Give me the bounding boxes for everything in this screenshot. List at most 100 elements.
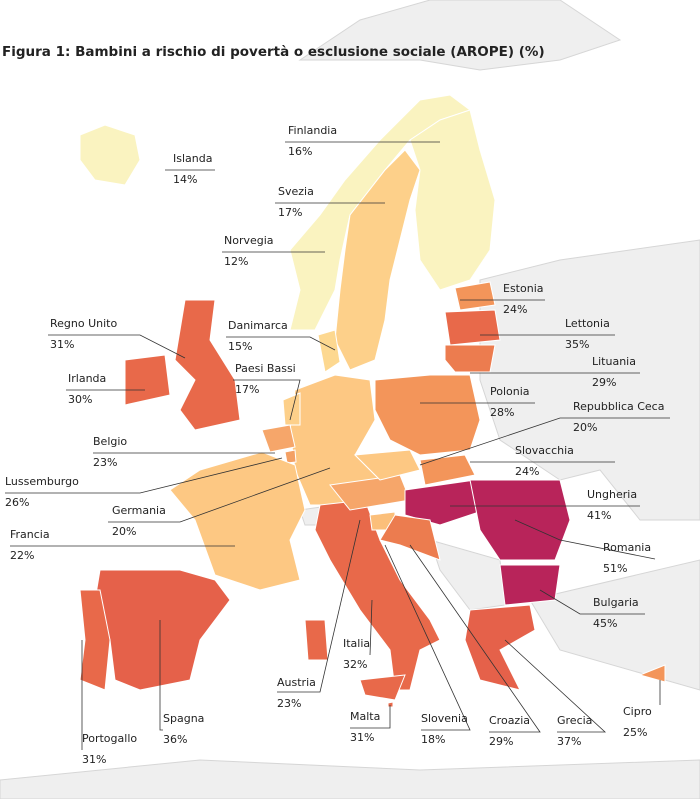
country-value: 32%	[343, 658, 367, 671]
country-name: Romania	[603, 541, 651, 554]
estonia	[454, 281, 496, 311]
country-value: 26%	[5, 496, 29, 509]
country-value: 22%	[10, 549, 34, 562]
leader-line	[108, 467, 331, 523]
sweden	[334, 149, 421, 371]
country-name: Slovenia	[421, 712, 468, 725]
country-name: Germania	[112, 504, 166, 517]
country-name: Grecia	[557, 714, 592, 727]
ireland	[124, 354, 171, 406]
bulgaria	[499, 564, 561, 606]
leader-line	[277, 519, 361, 693]
country-value: 24%	[515, 465, 539, 478]
country-value: 31%	[82, 753, 106, 766]
country-value: 30%	[68, 393, 92, 406]
denmark	[317, 329, 341, 373]
greece	[464, 604, 536, 691]
leader-line	[369, 599, 373, 656]
czechia	[353, 449, 421, 481]
country-value: 20%	[112, 525, 136, 538]
leader-line	[539, 589, 645, 615]
country-name: Irlanda	[68, 372, 106, 385]
uk	[174, 299, 241, 431]
country-value: 18%	[421, 733, 445, 746]
country-value: 23%	[277, 697, 301, 710]
leader-line	[226, 336, 336, 351]
malta	[387, 701, 394, 708]
sicily	[359, 674, 406, 701]
country-name: Lettonia	[565, 317, 610, 330]
country-name: Croazia	[489, 714, 530, 727]
france	[169, 451, 306, 591]
leader-line	[504, 639, 607, 733]
leader-line	[419, 417, 670, 466]
country-name: Malta	[350, 710, 380, 723]
country-value: 12%	[224, 255, 248, 268]
country-value: 23%	[93, 456, 117, 469]
country-name: Danimarca	[228, 319, 288, 332]
leader-line	[384, 544, 471, 731]
country-name: Islanda	[173, 152, 212, 165]
country-value: 24%	[503, 303, 527, 316]
country-name: Estonia	[503, 282, 544, 295]
country-value: 28%	[490, 406, 514, 419]
country-name: Francia	[10, 528, 50, 541]
country-name: Polonia	[490, 385, 530, 398]
lithuania	[444, 344, 496, 373]
country-value: 35%	[565, 338, 589, 351]
country-name: Finlandia	[288, 124, 337, 137]
country-value: 45%	[593, 617, 617, 630]
iceland	[79, 124, 141, 186]
slovakia	[419, 454, 476, 486]
croatia	[379, 514, 441, 561]
finland	[409, 109, 496, 291]
cyprus	[638, 664, 666, 683]
leader-line	[159, 620, 163, 731]
leader-line	[514, 519, 656, 560]
country-name: Norvegia	[224, 234, 274, 247]
map-title: Figura 1: Bambini a rischio di povertà o…	[2, 44, 545, 60]
country-value: 37%	[557, 735, 581, 748]
country-name: Regno Unito	[50, 317, 117, 330]
leader-line	[48, 334, 186, 359]
portugal	[79, 589, 111, 691]
country-value: 16%	[288, 145, 312, 158]
country-value: 25%	[623, 726, 647, 739]
country-value: 15%	[228, 340, 252, 353]
country-name: Repubblica Ceca	[573, 400, 664, 413]
country-value: 29%	[592, 376, 616, 389]
italy	[314, 499, 441, 691]
leader-line	[409, 544, 541, 733]
country-value: 31%	[350, 731, 374, 744]
sardinia	[304, 619, 329, 661]
country-value: 17%	[278, 206, 302, 219]
country-name: Italia	[343, 637, 370, 650]
country-name: Bulgaria	[593, 596, 639, 609]
country-value: 14%	[173, 173, 197, 186]
labels: Islanda 14% Finlandia 16% Svezia 17% Norvegia 1…	[5, 124, 670, 766]
poland	[374, 374, 481, 456]
hungary	[404, 479, 486, 526]
country-name: Svezia	[278, 185, 314, 198]
country-value: 17%	[235, 383, 259, 396]
country-name: Lussemburgo	[5, 475, 79, 488]
country-name: Paesi Bassi	[235, 362, 296, 375]
country-name: Spagna	[163, 712, 204, 725]
country-name: Ungheria	[587, 488, 637, 501]
belgium	[261, 424, 296, 453]
country-value: 20%	[573, 421, 597, 434]
leader-line	[233, 379, 301, 421]
country-value: 41%	[587, 509, 611, 522]
leader-line	[350, 705, 391, 729]
romania	[469, 479, 571, 561]
country-name: Belgio	[93, 435, 127, 448]
luxembourg	[284, 449, 297, 464]
country-name: Lituania	[592, 355, 636, 368]
country-name: Austria	[277, 676, 316, 689]
netherlands	[282, 392, 301, 426]
latvia	[444, 309, 501, 346]
country-value: 51%	[603, 562, 627, 575]
country-name: Slovacchia	[515, 444, 574, 457]
